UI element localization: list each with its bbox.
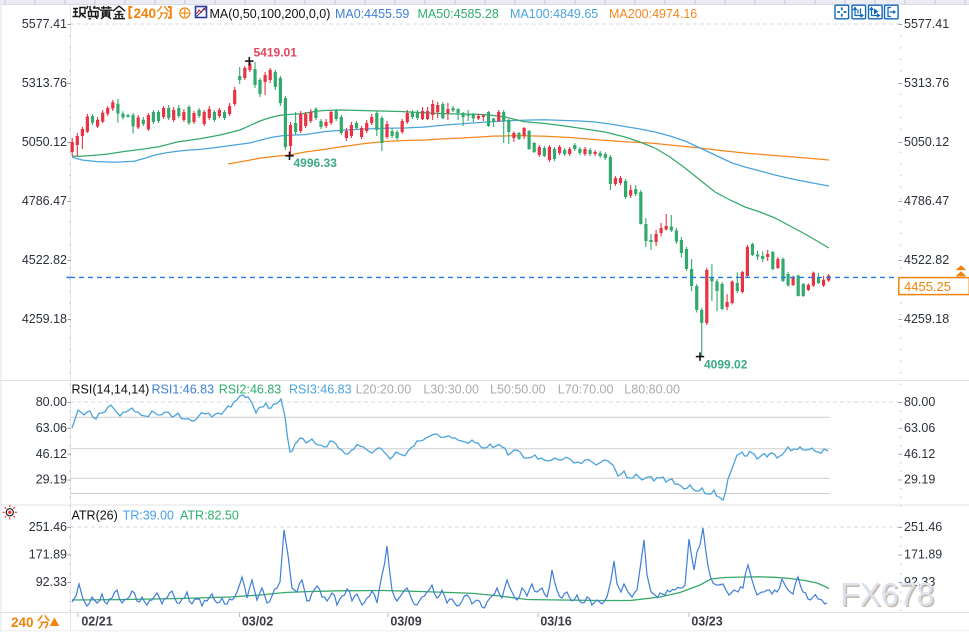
svg-text:92.33: 92.33 [904,575,935,589]
svg-text:FX678: FX678 [842,578,936,614]
svg-text:L70:70.00: L70:70.00 [558,382,614,396]
svg-text:240: 240 [134,6,157,21]
svg-text:171.89: 171.89 [904,548,942,562]
svg-text:RSI3:46.83: RSI3:46.83 [289,382,352,396]
svg-text:L20:20.00: L20:20.00 [356,382,412,396]
svg-text:5313.76: 5313.76 [904,76,949,90]
svg-text:251.46: 251.46 [29,520,67,534]
svg-text:5577.41: 5577.41 [22,17,67,31]
svg-text:ATR:82.50: ATR:82.50 [180,509,239,523]
svg-text:L50:50.00: L50:50.00 [490,382,546,396]
svg-text:63.06: 63.06 [36,421,67,435]
svg-text:4522.82: 4522.82 [22,253,67,267]
svg-text:03/16: 03/16 [540,615,571,629]
svg-text:5050.12: 5050.12 [904,135,949,149]
svg-text:TR:39.00: TR:39.00 [123,509,174,523]
svg-text:46.12: 46.12 [904,447,935,461]
svg-text:L80:80.00: L80:80.00 [624,382,680,396]
svg-text:251.46: 251.46 [904,520,942,534]
svg-text:46.12: 46.12 [36,447,67,461]
svg-text:4996.33: 4996.33 [294,156,338,170]
svg-text:63.06: 63.06 [904,421,935,435]
svg-text:29.19: 29.19 [36,473,67,487]
svg-text:RSI2:46.83: RSI2:46.83 [219,382,282,396]
svg-text:MA(0,50,100,200,0,0): MA(0,50,100,200,0,0) [210,7,331,21]
svg-text:80.00: 80.00 [904,395,935,409]
svg-text:5313.76: 5313.76 [22,76,67,90]
svg-text:4455.25: 4455.25 [904,279,951,294]
svg-text:L30:30.00: L30:30.00 [423,382,479,396]
svg-text:5050.12: 5050.12 [22,135,67,149]
svg-text:4786.47: 4786.47 [904,194,949,208]
svg-text:171.89: 171.89 [29,548,67,562]
svg-text:29.19: 29.19 [904,473,935,487]
svg-text:02/21: 02/21 [81,615,112,629]
svg-text:RSI(14,14,14): RSI(14,14,14) [72,382,150,396]
svg-text:4522.82: 4522.82 [904,253,949,267]
svg-text:03/23: 03/23 [691,615,722,629]
svg-text:03/02: 03/02 [242,615,273,629]
svg-text:ATR(26): ATR(26) [72,509,118,523]
svg-text:4099.02: 4099.02 [704,358,748,372]
svg-text:FX678: FX678 [840,577,934,613]
svg-text:03/09: 03/09 [390,615,421,629]
svg-text:MA50:4585.28: MA50:4585.28 [418,7,499,21]
svg-text:5577.41: 5577.41 [904,17,949,31]
svg-text:MA200:4974.16: MA200:4974.16 [609,7,697,21]
svg-text:5419.01: 5419.01 [254,46,298,60]
svg-text:80.00: 80.00 [36,395,67,409]
svg-text:4259.18: 4259.18 [904,312,949,326]
svg-text:MA100:4849.65: MA100:4849.65 [510,7,598,21]
svg-text:4259.18: 4259.18 [22,312,67,326]
svg-text:92.33: 92.33 [36,575,67,589]
svg-text:MA0:4455.59: MA0:4455.59 [335,7,409,21]
svg-text:RSI1:46.83: RSI1:46.83 [152,382,215,396]
svg-text:4786.47: 4786.47 [22,194,67,208]
svg-text:240: 240 [11,615,34,630]
